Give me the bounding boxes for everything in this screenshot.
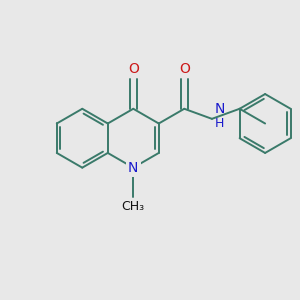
Text: H: H <box>214 117 224 130</box>
Text: O: O <box>179 62 190 76</box>
Text: CH₃: CH₃ <box>122 200 145 213</box>
Text: N: N <box>214 103 225 116</box>
Text: N: N <box>128 161 139 175</box>
Text: O: O <box>128 62 139 76</box>
